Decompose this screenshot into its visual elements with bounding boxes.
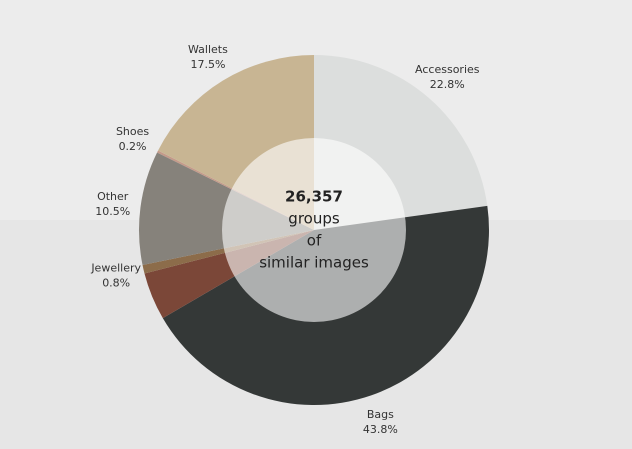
slice-label: Wallets xyxy=(188,43,228,56)
donut-hole xyxy=(222,138,406,322)
center-text: similar images xyxy=(259,254,369,272)
center-text: groups xyxy=(288,210,340,228)
slice-value-label: 0.2% xyxy=(119,140,147,153)
slice-label: Bags xyxy=(367,408,394,421)
slice-label: Other xyxy=(97,190,129,203)
slice-value-label: 43.8% xyxy=(363,423,398,436)
slice-value-label: 0.8% xyxy=(102,277,130,290)
slice-label: Jewellery xyxy=(90,262,141,275)
slice-label: Shoes xyxy=(116,125,149,138)
slice-value-label: 17.5% xyxy=(190,58,225,71)
slice-label: Accessories xyxy=(415,63,480,76)
slice-value-label: 10.5% xyxy=(95,205,130,218)
center-text: of xyxy=(307,232,322,250)
slice-value-label: 22.8% xyxy=(430,78,465,91)
center-text: 26,357 xyxy=(285,188,343,206)
